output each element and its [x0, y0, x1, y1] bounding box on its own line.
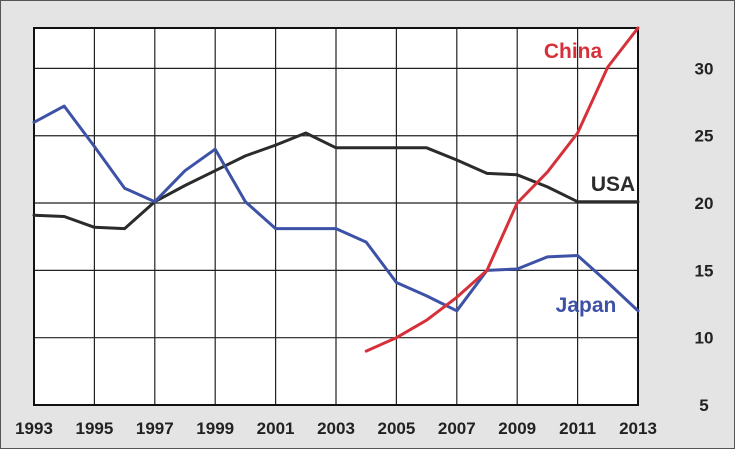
- x-tick-label: 2011: [559, 419, 596, 438]
- x-tick-label: 1993: [15, 419, 53, 438]
- x-tick-label: 2001: [257, 419, 295, 438]
- y-tick-label: 5: [699, 396, 708, 415]
- y-tick-label: 25: [695, 127, 714, 146]
- y-tick-label: 30: [695, 59, 714, 78]
- grid-lines: [33, 27, 639, 406]
- x-tick-label: 2003: [317, 419, 355, 438]
- series-labels: USA Japan China: [544, 40, 635, 317]
- x-tick-label: 2009: [498, 419, 536, 438]
- series-lines: [32, 26, 640, 353]
- y-tick-label: 20: [695, 194, 714, 213]
- x-tick-label: 2013: [619, 419, 657, 438]
- series-label-usa: USA: [591, 173, 635, 196]
- x-tick-label: 2005: [377, 419, 415, 438]
- series-line-china: [364, 26, 640, 353]
- series-line-japan: [32, 104, 640, 313]
- y-axis-ticks: 5 10 15 20 25 30: [695, 59, 714, 415]
- x-tick-label: 1995: [75, 419, 113, 438]
- series-label-china: China: [544, 40, 603, 63]
- y-tick-label: 10: [695, 329, 714, 348]
- x-tick-label: 1997: [136, 419, 174, 438]
- x-axis-ticks: 1993 1995 1997 1999 2001 2003 2005 2007 2009 2011…: [15, 419, 657, 438]
- x-tick-label: 2007: [438, 419, 476, 438]
- series-label-japan: Japan: [556, 294, 617, 317]
- x-tick-label: 1999: [196, 419, 234, 438]
- y-tick-label: 15: [695, 261, 714, 280]
